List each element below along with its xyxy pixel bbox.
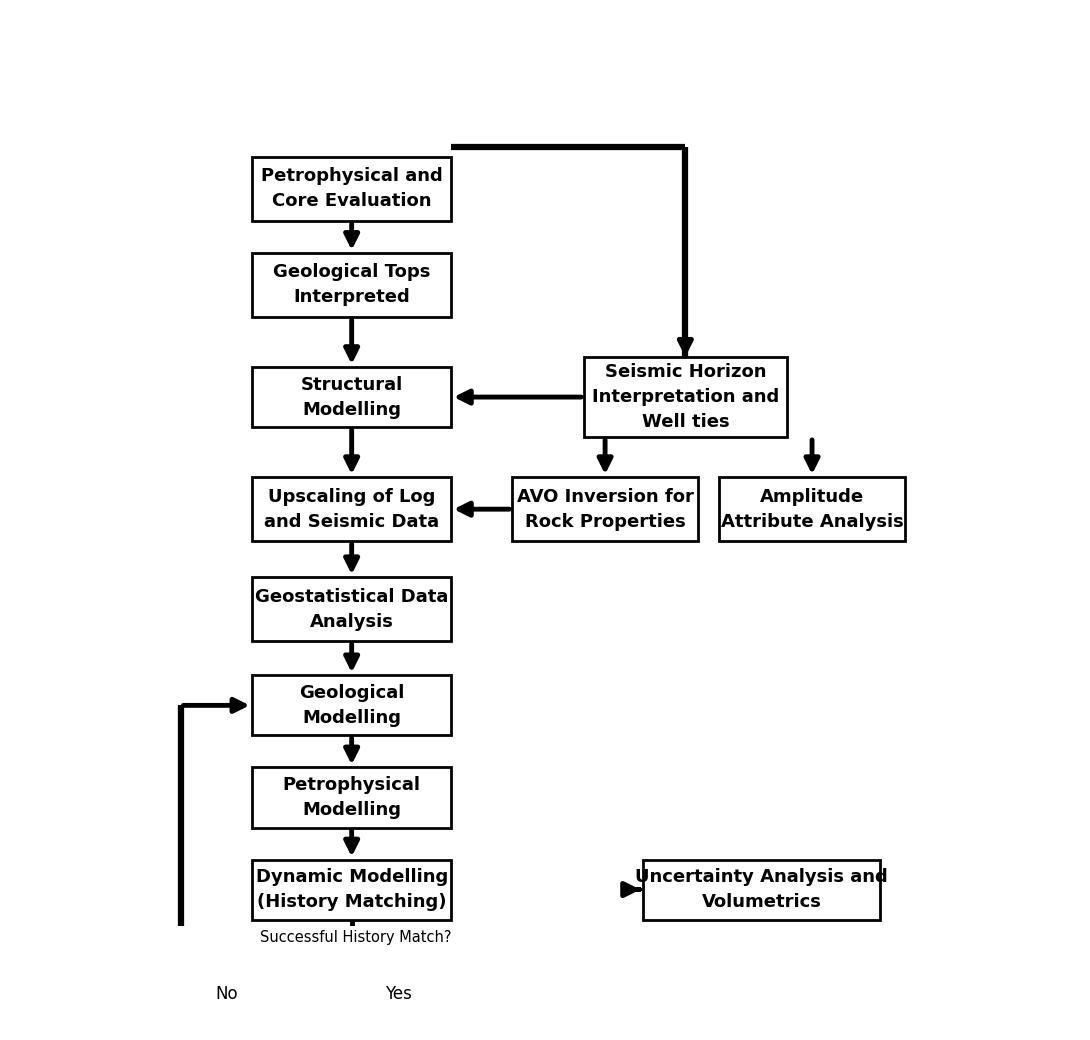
FancyBboxPatch shape: [253, 253, 451, 317]
Text: Yes: Yes: [385, 985, 412, 1004]
Text: AVO Inversion for
Rock Properties: AVO Inversion for Rock Properties: [517, 488, 693, 530]
FancyBboxPatch shape: [584, 357, 787, 437]
Text: Structural
Modelling: Structural Modelling: [301, 375, 403, 418]
Text: Successful History Match?: Successful History Match?: [261, 930, 451, 944]
FancyBboxPatch shape: [719, 477, 905, 541]
Text: Dynamic Modelling
(History Matching): Dynamic Modelling (History Matching): [255, 868, 448, 911]
Text: Geological Tops
Interpreted: Geological Tops Interpreted: [272, 263, 431, 307]
FancyBboxPatch shape: [512, 477, 698, 541]
Text: Geological
Modelling: Geological Modelling: [299, 684, 404, 727]
Text: Petrophysical and
Core Evaluation: Petrophysical and Core Evaluation: [261, 167, 443, 210]
FancyBboxPatch shape: [253, 157, 451, 220]
Text: Seismic Horizon
Interpretation and
Well ties: Seismic Horizon Interpretation and Well …: [592, 363, 779, 431]
Text: Amplitude
Attribute Analysis: Amplitude Attribute Analysis: [720, 488, 904, 530]
Text: Uncertainty Analysis and
Volumetrics: Uncertainty Analysis and Volumetrics: [635, 868, 887, 911]
FancyBboxPatch shape: [253, 577, 451, 642]
FancyBboxPatch shape: [253, 768, 451, 828]
FancyBboxPatch shape: [253, 367, 451, 427]
Text: Upscaling of Log
and Seismic Data: Upscaling of Log and Seismic Data: [264, 488, 439, 530]
FancyBboxPatch shape: [253, 859, 451, 919]
FancyBboxPatch shape: [253, 477, 451, 541]
Text: No: No: [216, 985, 239, 1004]
FancyBboxPatch shape: [253, 675, 451, 735]
Text: Geostatistical Data
Analysis: Geostatistical Data Analysis: [255, 588, 448, 631]
FancyBboxPatch shape: [643, 859, 880, 919]
Text: Petrophysical
Modelling: Petrophysical Modelling: [282, 776, 421, 818]
